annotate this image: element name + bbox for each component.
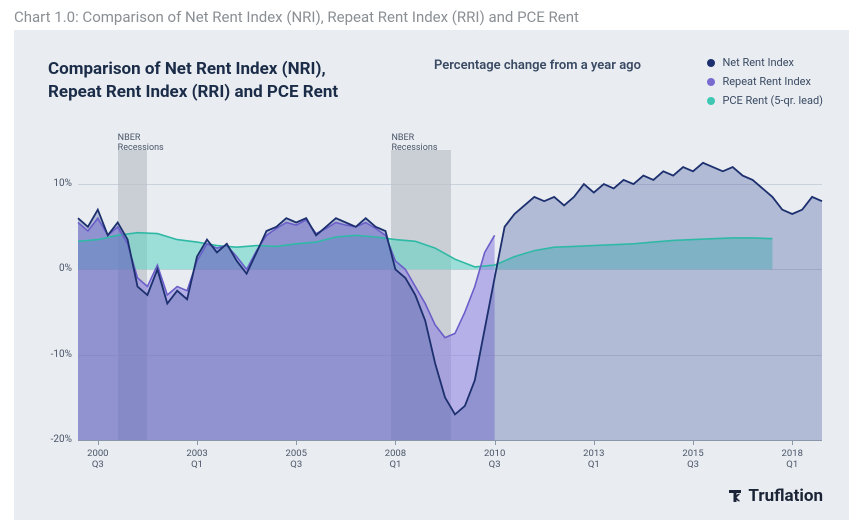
y-tick-label: 0% <box>32 263 72 274</box>
y-tick-label: -10% <box>32 349 72 360</box>
x-axis <box>78 440 822 441</box>
brand-logo: Truflation <box>726 486 823 506</box>
brand-name: Truflation <box>748 486 823 506</box>
x-tick-label: 2008Q1 <box>385 448 406 471</box>
legend-swatch <box>707 97 715 105</box>
x-tick-label: 2000Q3 <box>87 448 108 471</box>
x-tick <box>296 440 297 445</box>
legend-label: PCE Rent (5-qr. lead) <box>722 94 823 107</box>
x-tick-label: 2010Q3 <box>484 448 505 471</box>
title-line-1: Comparison of Net Rent Index (NRI), <box>48 58 338 81</box>
x-tick-label: 2015Q3 <box>682 448 703 471</box>
x-tick <box>98 440 99 445</box>
legend-item: Repeat Rent Index <box>707 75 823 88</box>
plot-svg <box>78 150 822 440</box>
title-line-2: Repeat Rent Index (RRI) and PCE Rent <box>48 81 338 104</box>
x-tick <box>197 440 198 445</box>
legend-label: Net Rent Index <box>722 56 794 69</box>
x-tick <box>693 440 694 445</box>
x-tick-label: 2003Q1 <box>186 448 207 471</box>
legend-item: Net Rent Index <box>707 56 823 69</box>
chart-container: Comparison of Net Rent Index (NRI), Repe… <box>14 30 849 520</box>
x-tick <box>594 440 595 445</box>
brand-icon <box>726 487 744 505</box>
x-tick <box>495 440 496 445</box>
chart-subtitle: Percentage change from a year ago <box>434 58 641 73</box>
y-tick-label: -20% <box>32 434 72 445</box>
legend: Net Rent Index Repeat Rent Index PCE Ren… <box>707 56 823 113</box>
plot-area <box>78 150 822 440</box>
chart-caption: Chart 1.0: Comparison of Net Rent Index … <box>0 0 863 30</box>
legend-swatch <box>707 59 715 67</box>
x-tick <box>395 440 396 445</box>
chart-title: Comparison of Net Rent Index (NRI), Repe… <box>48 58 338 104</box>
legend-label: Repeat Rent Index <box>722 75 811 88</box>
x-tick-label: 2005Q3 <box>286 448 307 471</box>
x-tick-label: 2013Q1 <box>583 448 604 471</box>
x-tick <box>792 440 793 445</box>
y-tick-label: 10% <box>32 178 72 189</box>
x-tick-label: 2018Q1 <box>782 448 803 471</box>
legend-item: PCE Rent (5-qr. lead) <box>707 94 823 107</box>
legend-swatch <box>707 78 715 86</box>
